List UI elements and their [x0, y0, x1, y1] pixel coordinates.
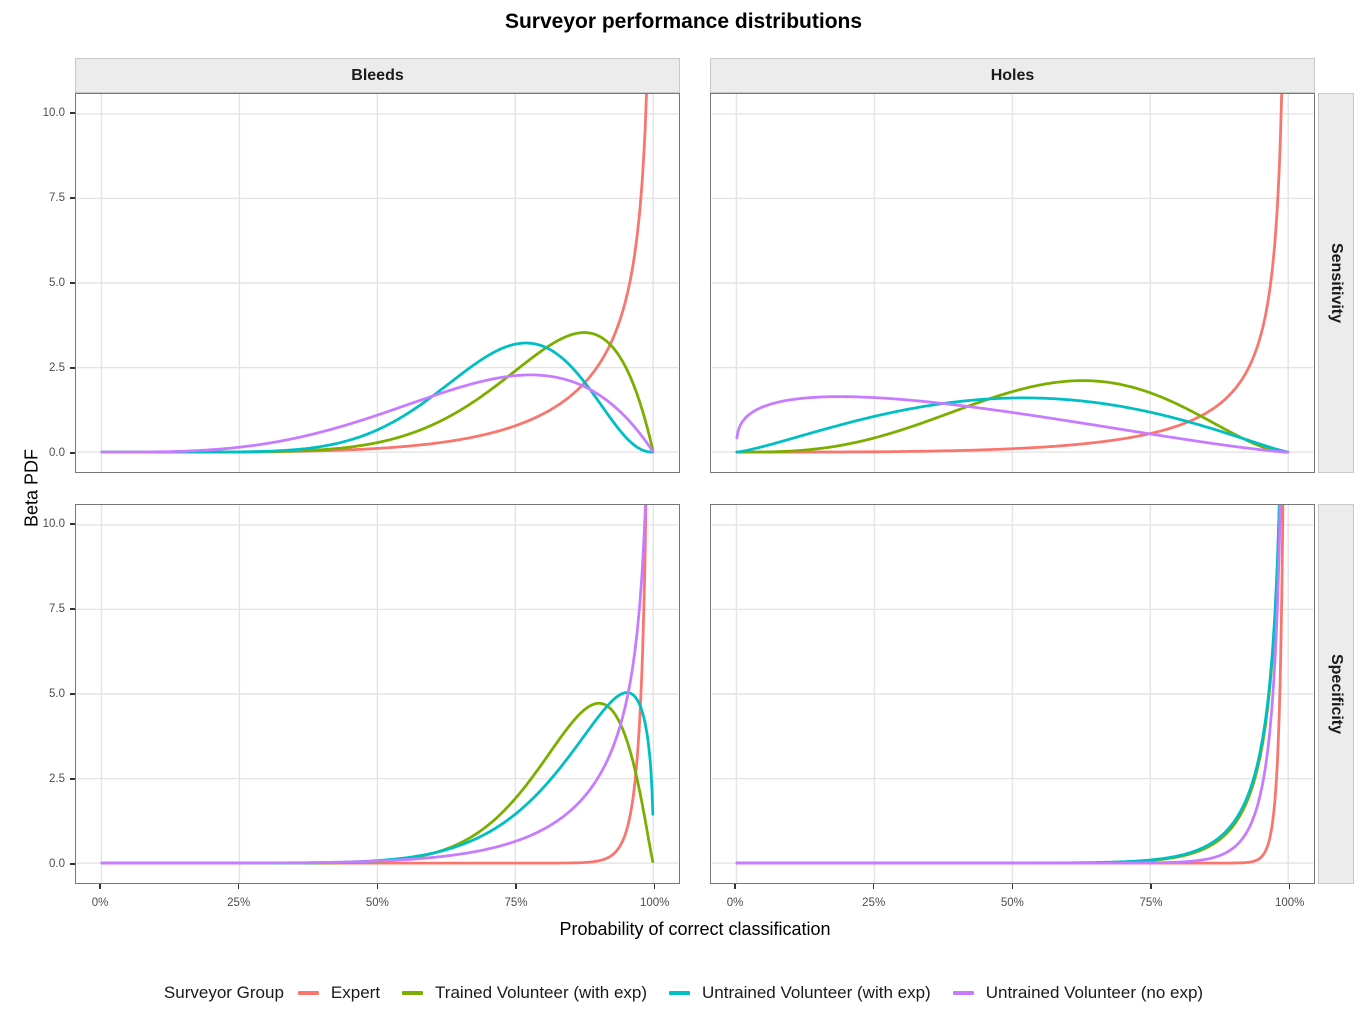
x-axis-title: Probability of correct classification	[559, 919, 831, 939]
x-tick-mark	[1150, 884, 1152, 889]
curve-untrained-no-exp	[735, 505, 1282, 865]
y-tick-mark	[69, 282, 75, 284]
y-tick-mark	[69, 197, 75, 199]
x-tick-mark	[654, 884, 656, 889]
y-tick-label: 2.5	[49, 773, 65, 785]
panel-bleeds-specificity	[75, 504, 680, 884]
y-tick-mark	[69, 367, 75, 369]
legend-item-untrained-with-exp: Untrained Volunteer (with exp)	[669, 983, 931, 1003]
y-tick-label: 10.0	[42, 517, 65, 530]
legend-items: Expert Trained Volunteer (with exp) Untrai…	[297, 983, 1204, 1003]
facet-strip-specificity: Specificity	[1318, 504, 1354, 884]
legend-key-line-icon	[669, 991, 691, 995]
chart-title: Surveyor performance distributions	[504, 10, 863, 33]
legend: Surveyor Group Expert Trained Volunteer (…	[0, 972, 1367, 1014]
panel-holes-specificity	[710, 504, 1315, 884]
y-axis-title: Beta PDF	[21, 448, 42, 528]
facet-strip-sensitivity: Sensitivity	[1318, 93, 1354, 473]
panel-holes-sensitivity	[710, 93, 1315, 473]
x-tick-label: 50%	[1000, 897, 1024, 909]
x-tick-label: 0%	[91, 897, 109, 909]
curve-untrained-with-exp	[735, 396, 1290, 454]
x-tick-label: 75%	[504, 897, 528, 909]
x-tick-mark	[734, 884, 736, 889]
y-tick-label: 7.5	[49, 602, 65, 615]
x-tick-label: 75%	[1139, 897, 1163, 909]
facet-strip-label: Sensitivity	[1328, 242, 1345, 324]
x-tick-label: 100%	[639, 897, 670, 909]
x-tick-mark	[1289, 884, 1291, 889]
legend-item-expert: Expert	[297, 983, 381, 1003]
facet-strip-label: Specificity	[1328, 653, 1345, 735]
y-tick-mark	[69, 608, 75, 610]
legend-item-label: Trained Volunteer (with exp)	[435, 983, 648, 1002]
x-tick-mark	[873, 884, 875, 889]
y-tick-label: 0.0	[49, 447, 65, 459]
panel-bleeds-sensitivity	[75, 93, 680, 473]
y-tick-label: 0.0	[49, 858, 65, 870]
legend-key-line-icon	[297, 991, 319, 995]
curve-trained-with-exp	[735, 379, 1290, 454]
legend-item-trained-with-exp: Trained Volunteer (with exp)	[402, 983, 647, 1003]
legend-item-label: Untrained Volunteer (no exp)	[985, 983, 1204, 1002]
facet-strip-label: Bleeds	[351, 66, 404, 84]
x-tick-label: 0%	[726, 897, 744, 909]
facet-strip-bleeds: Bleeds	[75, 58, 680, 93]
curve-expert	[735, 94, 1284, 454]
y-tick-mark	[69, 778, 75, 780]
curve-untrained-no-exp	[100, 505, 647, 865]
curve-untrained-no-exp	[735, 395, 1290, 454]
y-tick-mark	[69, 112, 75, 114]
x-tick-label: 25%	[862, 897, 886, 909]
legend-item-untrained-no-exp: Untrained Volunteer (no exp)	[952, 983, 1204, 1003]
y-tick-mark	[69, 452, 75, 454]
y-tick-label: 7.5	[49, 191, 65, 204]
facet-strip-holes: Holes	[710, 58, 1315, 93]
y-tick-mark	[69, 863, 75, 865]
legend-key-line-icon	[952, 991, 974, 995]
y-tick-mark	[69, 523, 75, 525]
curve-untrained-no-exp	[100, 373, 655, 454]
x-tick-mark	[376, 884, 378, 889]
y-tick-label: 10.0	[42, 106, 65, 119]
x-tick-label: 25%	[227, 897, 251, 909]
facet-strip-label: Holes	[990, 66, 1035, 84]
legend-title: Surveyor Group	[163, 983, 284, 1002]
x-tick-mark	[515, 884, 517, 889]
legend-item-label: Expert	[330, 983, 381, 1002]
x-tick-mark	[1011, 884, 1013, 889]
legend-item-label: Untrained Volunteer (with exp)	[702, 983, 931, 1002]
y-tick-label: 5.0	[49, 688, 65, 700]
x-tick-mark	[238, 884, 240, 889]
x-tick-mark	[99, 884, 101, 889]
y-tick-mark	[69, 693, 75, 695]
y-tick-label: 2.5	[49, 362, 65, 374]
x-tick-label: 50%	[365, 897, 389, 909]
y-tick-label: 5.0	[49, 277, 65, 289]
legend-key-line-icon	[402, 991, 424, 995]
x-tick-label: 100%	[1274, 897, 1305, 909]
